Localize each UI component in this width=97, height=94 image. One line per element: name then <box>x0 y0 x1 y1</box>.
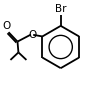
Text: O: O <box>3 21 11 31</box>
Text: O: O <box>28 30 36 40</box>
Text: Br: Br <box>55 4 66 14</box>
